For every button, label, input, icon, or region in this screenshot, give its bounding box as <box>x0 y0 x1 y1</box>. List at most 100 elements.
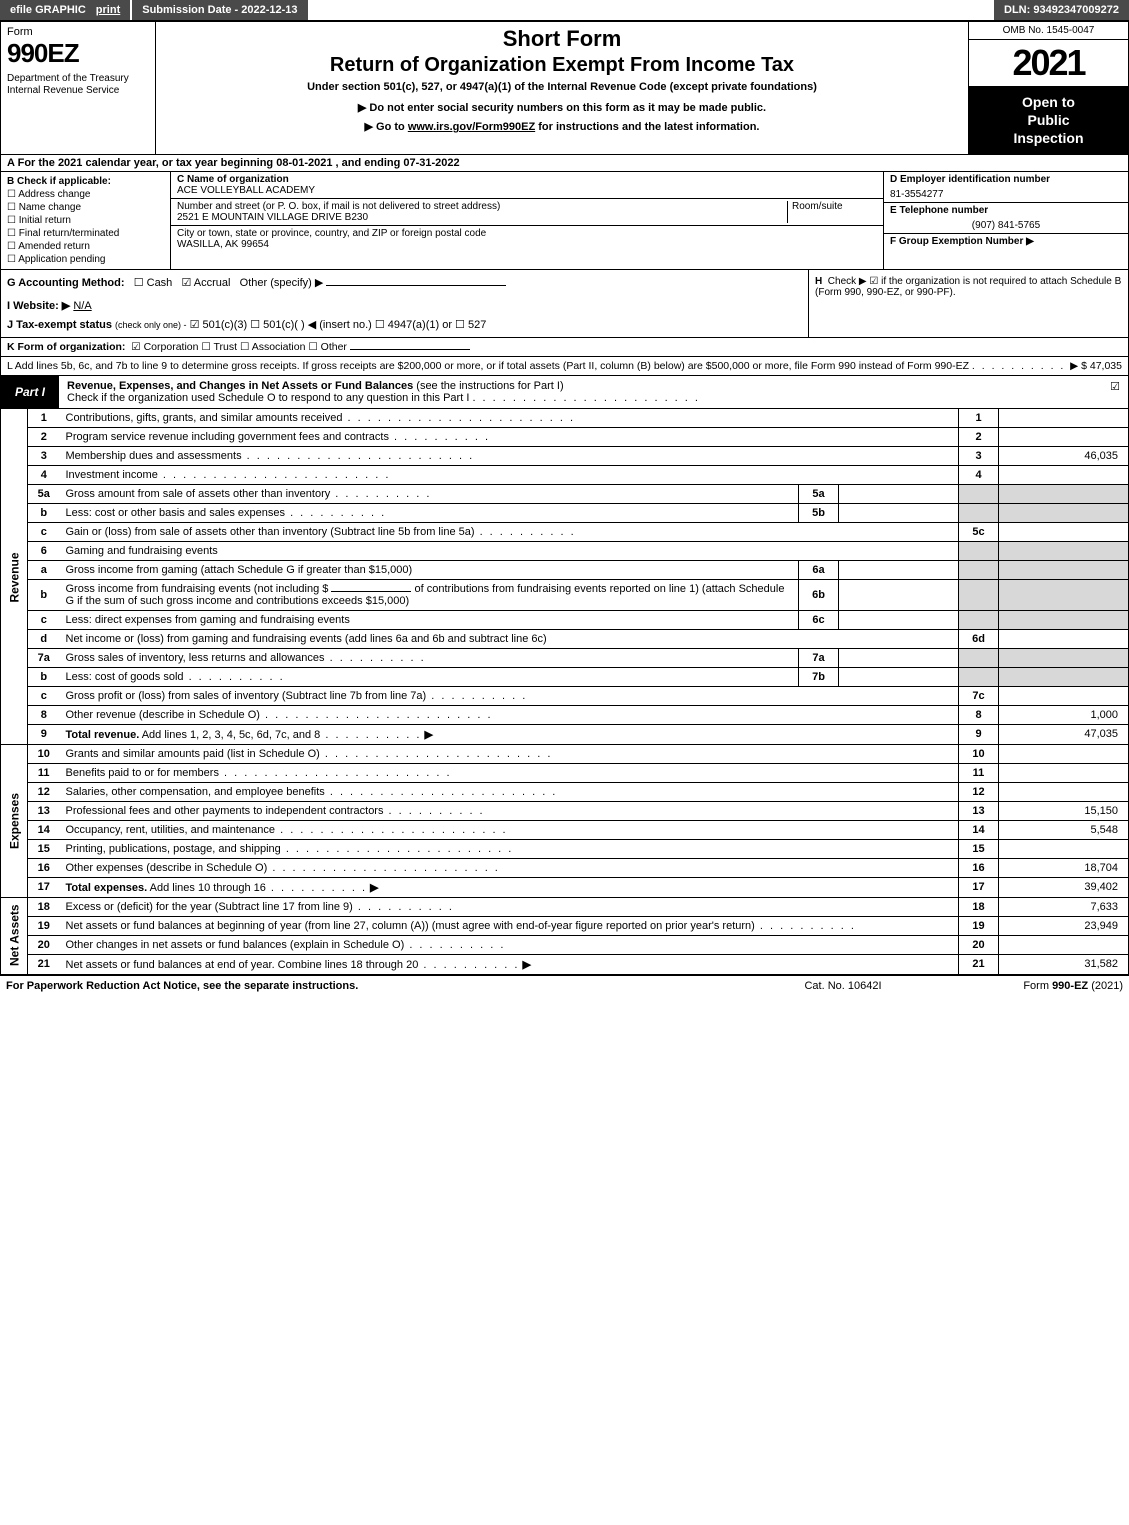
l16-num: 16 <box>28 858 60 877</box>
chk-amended-return[interactable]: Amended return <box>7 241 164 252</box>
row-gh: G Accounting Method: Cash Accrual Other … <box>0 270 1129 338</box>
l5a-sv <box>839 484 959 503</box>
chk-accrual[interactable] <box>181 277 193 289</box>
l21-num: 21 <box>28 954 60 974</box>
l13-desc: Professional fees and other payments to … <box>66 805 384 817</box>
topbar-left: efile GRAPHIC print <box>0 0 130 20</box>
l9-val: 47,035 <box>999 724 1129 744</box>
short-form-label: Short Form <box>162 26 962 52</box>
j-label: J Tax-exempt status <box>7 319 112 331</box>
l5a-desc: Gross amount from sale of assets other t… <box>66 488 331 500</box>
l16-val: 18,704 <box>999 858 1129 877</box>
chk-final-return[interactable]: Final return/terminated <box>7 228 164 239</box>
irs-link[interactable]: www.irs.gov/Form990EZ <box>408 121 535 133</box>
l5c-dots <box>475 526 576 538</box>
l5c-num: c <box>28 522 60 541</box>
l14-ln: 14 <box>959 820 999 839</box>
l11-desc: Benefits paid to or for members <box>66 767 219 779</box>
l8-num: 8 <box>28 705 60 724</box>
footer: For Paperwork Reduction Act Notice, see … <box>0 975 1129 996</box>
l1-num: 1 <box>28 409 60 428</box>
l3-ln: 3 <box>959 446 999 465</box>
l21-arrow <box>519 959 531 971</box>
l3-val: 46,035 <box>999 446 1129 465</box>
header-left: Form 990EZ Department of the Treasury In… <box>1 22 156 154</box>
note-link: ▶ Go to www.irs.gov/Form990EZ for instru… <box>162 120 962 133</box>
l20-num: 20 <box>28 935 60 954</box>
note2-pre: ▶ Go to <box>365 121 408 133</box>
l15-dots <box>281 843 514 855</box>
l16-ln: 16 <box>959 858 999 877</box>
l4-dots <box>158 469 391 481</box>
l9-ln: 9 <box>959 724 999 744</box>
l18-ln: 18 <box>959 897 999 916</box>
l6-ln-shade <box>959 541 999 560</box>
col-c: C Name of organization ACE VOLLEYBALL AC… <box>171 172 883 269</box>
l5b-num: b <box>28 503 60 522</box>
l21-ln: 21 <box>959 954 999 974</box>
l7a-sn: 7a <box>799 648 839 667</box>
chk-address-change[interactable]: Address change <box>7 189 164 200</box>
l10-dots <box>320 748 553 760</box>
chk-cash[interactable] <box>134 277 147 289</box>
l3-dots <box>242 450 475 462</box>
l20-desc: Other changes in net assets or fund bala… <box>66 939 405 951</box>
col-g: G Accounting Method: Cash Accrual Other … <box>1 270 808 337</box>
l6b-blank[interactable] <box>331 591 411 592</box>
part1-dots <box>472 392 700 404</box>
l18-desc: Excess or (deficit) for the year (Subtra… <box>66 901 353 913</box>
l5c-desc: Gain or (loss) from sale of assets other… <box>66 526 475 538</box>
l2-desc: Program service revenue including govern… <box>66 431 389 443</box>
l5b-desc: Less: cost or other basis and sales expe… <box>66 507 286 519</box>
l9-num: 9 <box>28 724 60 744</box>
l6c-num: c <box>28 610 60 629</box>
k-label: K Form of organization: <box>7 341 125 353</box>
l-text: L Add lines 5b, 6c, and 7b to line 9 to … <box>7 360 969 372</box>
l6a-ln-shade <box>959 560 999 579</box>
l11-dots <box>219 767 452 779</box>
l7c-val <box>999 686 1129 705</box>
other-specify-line[interactable] <box>326 285 506 286</box>
print-link[interactable]: print <box>96 4 120 16</box>
l6a-desc: Gross income from gaming (attach Schedul… <box>60 560 799 579</box>
l7b-desc: Less: cost of goods sold <box>66 671 184 683</box>
part1-checkbox[interactable]: ☑ <box>1102 376 1128 408</box>
l14-dots <box>275 824 508 836</box>
l8-val: 1,000 <box>999 705 1129 724</box>
l19-num: 19 <box>28 916 60 935</box>
l21-dots <box>418 959 519 971</box>
l6a-sn: 6a <box>799 560 839 579</box>
l17-val: 39,402 <box>999 877 1129 897</box>
l13-num: 13 <box>28 801 60 820</box>
footer-right-post: (2021) <box>1088 980 1123 992</box>
revenue-sidelabel: Revenue <box>1 409 28 745</box>
ein-label: D Employer identification number <box>890 174 1122 185</box>
l2-dots <box>389 431 490 443</box>
l9-arrow <box>421 729 433 741</box>
l7a-num: 7a <box>28 648 60 667</box>
l5b-dots <box>285 507 386 519</box>
i-label: I Website: ▶ <box>7 300 70 312</box>
k-opts: ☑ Corporation ☐ Trust ☐ Association ☐ Ot… <box>131 341 347 353</box>
chk-application-pending[interactable]: Application pending <box>7 254 164 265</box>
omb-number: OMB No. 1545-0047 <box>969 22 1128 40</box>
row-a: A For the 2021 calendar year, or tax yea… <box>0 155 1129 172</box>
l6-desc: Gaming and fundraising events <box>60 541 959 560</box>
l4-num: 4 <box>28 465 60 484</box>
col-b: B Check if applicable: Address change Na… <box>1 172 171 269</box>
l6a-sv <box>839 560 959 579</box>
l13-val: 15,150 <box>999 801 1129 820</box>
col-d: D Employer identification number 81-3554… <box>883 172 1128 269</box>
l12-desc: Salaries, other compensation, and employ… <box>66 786 325 798</box>
l7a-lv-shade <box>999 648 1129 667</box>
room-suite: Room/suite <box>787 201 877 223</box>
l9-dots <box>320 729 421 741</box>
open-line1: Open to <box>973 93 1124 111</box>
l7b-dots <box>184 671 285 683</box>
l15-ln: 15 <box>959 839 999 858</box>
ein: 81-3554277 <box>890 189 1122 200</box>
k-other-line[interactable] <box>350 349 470 350</box>
l14-val: 5,548 <box>999 820 1129 839</box>
chk-name-change[interactable]: Name change <box>7 202 164 213</box>
chk-initial-return[interactable]: Initial return <box>7 215 164 226</box>
